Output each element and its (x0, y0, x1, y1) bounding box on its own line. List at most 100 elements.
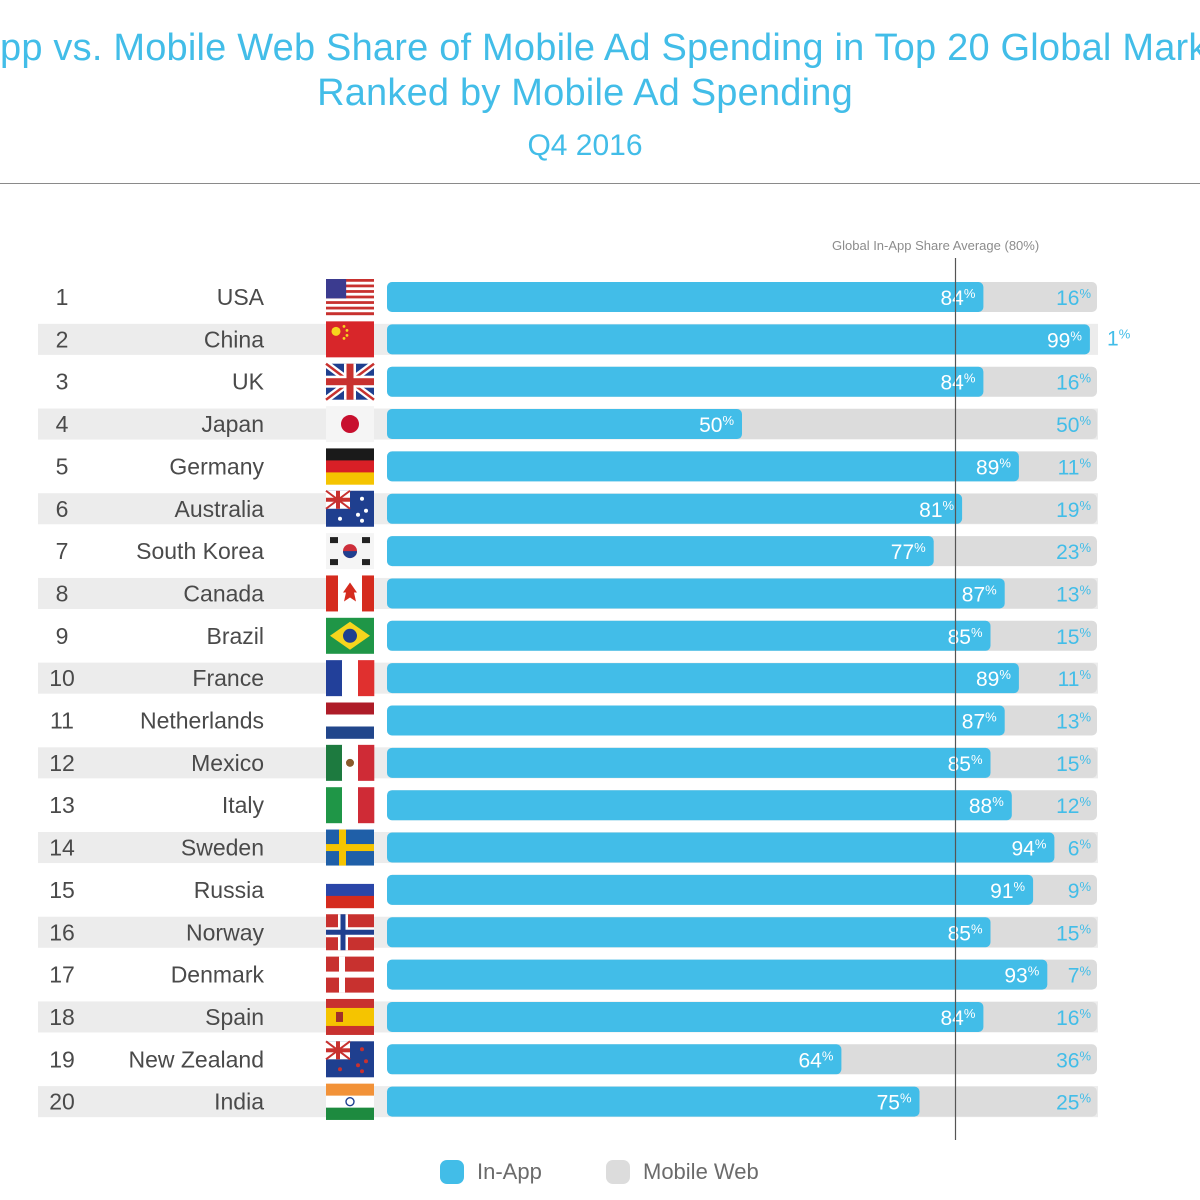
flag-part (326, 448, 374, 461)
flag-star (345, 328, 349, 332)
in-app-value-label: 77% (891, 540, 926, 564)
flag-part (326, 575, 338, 612)
mobile-web-value-label: 16% (1056, 1006, 1091, 1030)
country-label: Germany (169, 453, 264, 479)
in-app-value-label: 88% (969, 794, 1004, 818)
country-label: UK (232, 369, 265, 395)
rank-label: 19 (49, 1046, 75, 1072)
flag-france-icon (326, 660, 375, 697)
in-app-value-label: 93% (1004, 964, 1039, 988)
mobile-web-value-label: 11% (1058, 667, 1092, 691)
flag-part (326, 284, 374, 288)
bar-in-app (387, 409, 742, 440)
bar-in-app (387, 874, 1034, 905)
in-app-value-label: 87% (962, 710, 997, 734)
labels: 1 USA 84% 16%2 China 99% 1%3 UK 84% 16%4 Japan 50% 5… (49, 279, 1131, 1120)
flag-part (336, 1011, 343, 1022)
in-app-value-label: 99% (1047, 328, 1082, 352)
flag-part (330, 559, 338, 566)
in-app-value-label: 91% (990, 879, 1025, 903)
bar-in-app (387, 493, 963, 524)
flag-part (326, 497, 350, 502)
flag-part (358, 787, 375, 824)
rank-label: 12 (49, 750, 75, 776)
in-app-value-label: 84% (940, 286, 975, 310)
flag-star (342, 324, 346, 328)
flag-germany-icon (326, 448, 374, 485)
chart-subtitle: Q4 2016 (527, 129, 643, 162)
flag-star (360, 1069, 364, 1074)
flag-part (326, 871, 374, 885)
flag-part (326, 929, 374, 935)
flag-part (326, 295, 374, 299)
in-app-value-label: 87% (962, 582, 997, 606)
flag-part (326, 714, 374, 727)
bar-in-app (387, 282, 984, 312)
flag-part (342, 787, 359, 824)
in-app-value-label: 50% (699, 413, 734, 437)
mobile-web-value-label: 12% (1056, 794, 1091, 818)
in-app-value-label: 89% (976, 667, 1011, 691)
bars (387, 282, 1097, 1117)
legend-swatch-in-app (440, 1160, 464, 1184)
title-divider (0, 183, 1200, 184)
bar-in-app (387, 451, 1019, 482)
flag-part (326, 287, 374, 291)
flag-part (362, 575, 374, 612)
flag-star (345, 333, 349, 337)
country-label: South Korea (136, 538, 264, 564)
rank-label: 11 (50, 708, 74, 734)
flag-part (326, 279, 374, 282)
legend-label-in-app: In-App (477, 1159, 542, 1184)
country-label: Spain (205, 1004, 264, 1030)
flag-part (326, 292, 374, 296)
in-app-value-label: 94% (1011, 837, 1046, 861)
mobile-web-value-label: 16% (1056, 286, 1091, 310)
flag-part (326, 301, 374, 305)
rank-label: 17 (49, 962, 75, 988)
flag-part (326, 1107, 374, 1120)
mobile-web-value-label: 9% (1068, 879, 1092, 903)
bar-in-app (387, 366, 984, 397)
flag-star (360, 518, 364, 523)
average-line-label: Global In-App Share Average (80%) (832, 238, 1040, 253)
flag-part (326, 312, 374, 316)
flag-canada-icon (326, 575, 374, 612)
bar-in-app (387, 790, 1012, 821)
rank-label: 6 (56, 496, 69, 522)
flag-part (358, 660, 375, 697)
flag-emblem (346, 758, 354, 767)
rank-label: 3 (56, 369, 69, 395)
flag-star (360, 1047, 364, 1052)
rank-label: 14 (49, 835, 75, 861)
flag-part (326, 281, 374, 285)
legend-item-mobile-web: Mobile Web (606, 1155, 759, 1189)
flag-new-zealand-icon (325, 1040, 374, 1078)
mobile-web-value-label: 13% (1056, 710, 1091, 734)
flag-usa-icon (326, 279, 374, 316)
flag-norway-icon (326, 914, 374, 951)
chart-title-line-2: Ranked by Mobile Ad Spending (317, 72, 853, 114)
flag-russia-icon (326, 871, 374, 909)
bar-in-app (387, 959, 1048, 990)
flag-star (364, 1059, 368, 1064)
flag-part (326, 660, 343, 697)
mobile-web-value-label: 16% (1056, 371, 1091, 395)
rank-label: 10 (49, 665, 75, 691)
in-app-value-label: 89% (976, 455, 1011, 479)
flag-mexico-icon (326, 744, 375, 781)
mobile-web-value-label: 23% (1056, 540, 1091, 564)
flag-part (326, 290, 374, 294)
flag-part (326, 744, 343, 781)
mobile-web-value-label: 13% (1056, 582, 1091, 606)
flag-part (326, 279, 347, 299)
flag-part (342, 660, 359, 697)
legend-swatch-mobile-web (606, 1160, 630, 1184)
bar-in-app (387, 663, 1019, 694)
bar-in-app (387, 1086, 920, 1117)
bar-in-app (387, 620, 991, 651)
rank-label: 20 (49, 1089, 75, 1115)
flag-leaf (343, 582, 357, 602)
rank-label: 13 (49, 792, 75, 818)
